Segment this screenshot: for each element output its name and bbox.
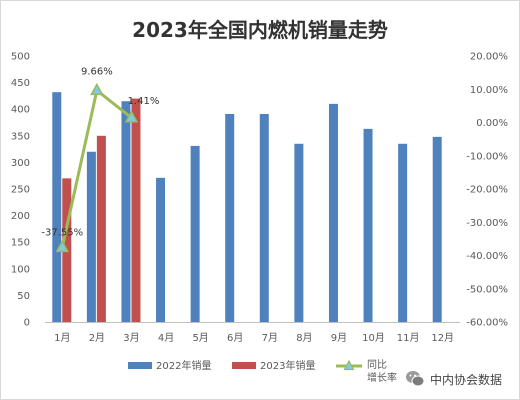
bar-2022 bbox=[259, 113, 269, 322]
growth-rate-label: 1.41% bbox=[128, 96, 160, 107]
bar-2022 bbox=[86, 151, 96, 322]
bar-2023 bbox=[131, 98, 141, 322]
legend-label: 同比 bbox=[367, 359, 387, 371]
x-tick-label: 2月 bbox=[89, 332, 105, 344]
growth-rate-marker bbox=[55, 239, 70, 253]
watermark: 中内协会数据 bbox=[405, 370, 502, 388]
left-tick-label: 450 bbox=[11, 78, 30, 89]
bar-2022 bbox=[225, 113, 235, 322]
legend-label: 增长率 bbox=[367, 371, 397, 384]
x-tick-label: 10月 bbox=[362, 332, 385, 344]
x-tick-label: 11月 bbox=[397, 332, 420, 344]
left-tick-label: 150 bbox=[11, 238, 30, 249]
right-tick-label: -20.00% bbox=[466, 185, 508, 196]
right-tick-label: -30.00% bbox=[466, 218, 508, 229]
left-tick-label: 0 bbox=[24, 318, 30, 329]
growth-rate-label: -37.55% bbox=[41, 227, 83, 238]
left-tick-label: 400 bbox=[11, 105, 30, 116]
bar-2022 bbox=[363, 128, 373, 322]
growth-rate-label: 9.66% bbox=[81, 66, 113, 77]
right-tick-label: 20.00% bbox=[470, 52, 508, 63]
right-tick-label: 10.00% bbox=[470, 85, 508, 96]
left-tick-label: 350 bbox=[11, 131, 30, 142]
legend-label: 2023年销量 bbox=[260, 359, 315, 372]
bar-2022 bbox=[121, 101, 131, 322]
left-tick-label: 500 bbox=[11, 52, 30, 63]
wechat-icon bbox=[405, 370, 425, 388]
growth-rate-marker bbox=[124, 110, 139, 123]
legend-label: 2022年销量 bbox=[156, 359, 211, 372]
left-tick-label: 50 bbox=[17, 291, 30, 302]
left-tick-label: 100 bbox=[11, 264, 30, 275]
legend-swatch bbox=[128, 362, 152, 369]
chart-title: 2023年全国内燃机销量走势 bbox=[132, 18, 388, 42]
left-tick-label: 200 bbox=[11, 211, 30, 222]
x-tick-label: 9月 bbox=[331, 332, 347, 344]
bar-2022 bbox=[328, 103, 338, 322]
right-tick-label: -10.00% bbox=[466, 151, 508, 162]
x-tick-label: 3月 bbox=[123, 332, 139, 344]
legend-marker bbox=[343, 359, 355, 371]
bar-2022 bbox=[432, 136, 442, 322]
bar-2023 bbox=[96, 135, 106, 322]
growth-rate-marker bbox=[90, 82, 104, 96]
right-tick-label: 0.00% bbox=[476, 118, 508, 129]
watermark-text: 中内协会数据 bbox=[429, 372, 502, 387]
bar-2022 bbox=[190, 145, 200, 322]
x-tick-label: 5月 bbox=[192, 332, 208, 344]
x-tick-label: 6月 bbox=[227, 332, 243, 344]
x-tick-label: 4月 bbox=[158, 332, 174, 344]
left-tick-label: 250 bbox=[11, 185, 30, 196]
right-tick-label: -40.00% bbox=[466, 251, 508, 262]
x-tick-label: 7月 bbox=[262, 332, 278, 344]
x-tick-label: 1月 bbox=[54, 332, 70, 344]
left-tick-label: 300 bbox=[11, 158, 30, 169]
bar-2022 bbox=[156, 177, 166, 322]
right-tick-label: -60.00% bbox=[466, 318, 508, 329]
bar-2022 bbox=[52, 92, 62, 323]
bar-2022 bbox=[398, 143, 408, 322]
x-tick-label: 8月 bbox=[296, 332, 312, 344]
legend-swatch bbox=[232, 362, 256, 369]
bar-2022 bbox=[294, 143, 304, 322]
x-tick-label: 12月 bbox=[431, 332, 454, 344]
right-tick-label: -50.00% bbox=[466, 284, 508, 295]
